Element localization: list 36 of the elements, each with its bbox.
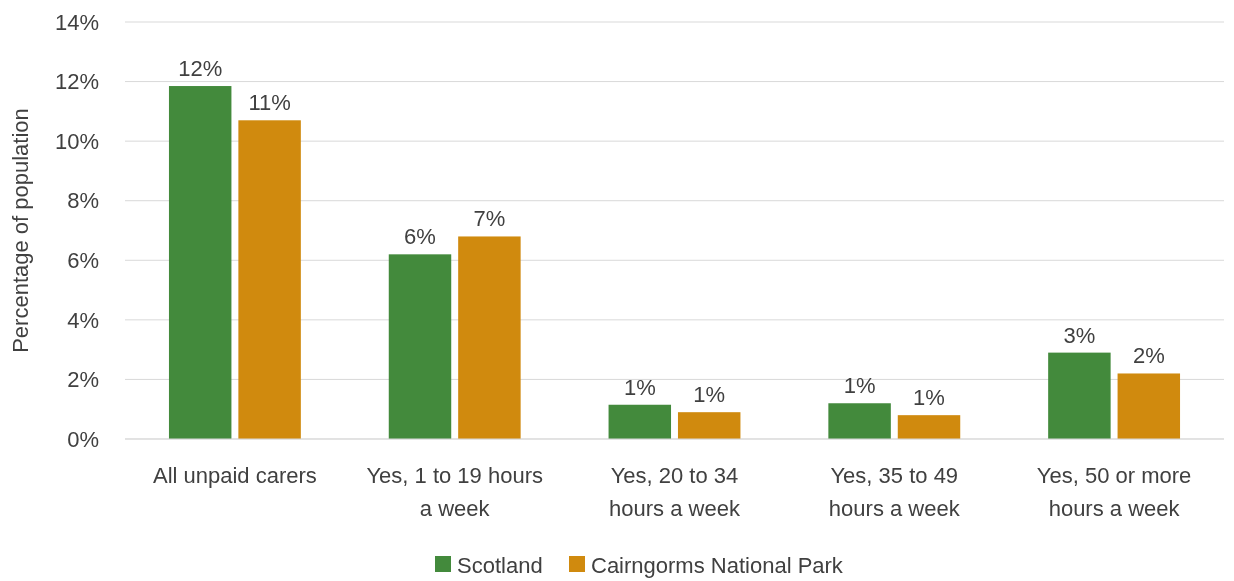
data-label: 1% (623, 374, 656, 400)
bar (458, 236, 521, 439)
bar (388, 254, 452, 439)
bar (1048, 352, 1111, 439)
data-label: 6% (404, 224, 436, 250)
bar (168, 86, 232, 439)
y-tick-label: 2% (67, 367, 99, 393)
data-label: 7% (473, 206, 506, 232)
data-label: 3% (1063, 322, 1096, 348)
y-tick-label: 4% (67, 307, 99, 333)
data-label: 1% (693, 382, 726, 408)
data-label: 2% (1132, 343, 1165, 369)
bar (897, 415, 961, 439)
legend-label: Scotland (457, 552, 543, 578)
y-tick-label: 12% (54, 69, 99, 95)
bar (238, 120, 301, 439)
y-tick-label: 8% (67, 188, 99, 214)
y-axis-title: Percentage of population (8, 108, 33, 353)
data-label: 1% (843, 373, 876, 399)
bar (608, 404, 672, 439)
data-label: 11% (248, 90, 291, 116)
x-tick-label: Yes, 35 to 49 hours a week (828, 463, 961, 521)
legend-label: Cairngorms National Park (591, 552, 844, 578)
bar (1117, 373, 1181, 439)
y-tick-label: 14% (54, 9, 99, 35)
data-label: 1% (913, 385, 945, 411)
x-tick-label: Yes, 20 to 34 hours a week (609, 463, 741, 521)
data-label: 12% (178, 56, 223, 82)
y-tick-label: 6% (67, 247, 99, 273)
x-tick-label: All unpaid carers (152, 463, 317, 488)
bar (828, 403, 891, 439)
x-tick-label: Yes, 50 or more hours a week (1036, 463, 1192, 521)
bar (677, 412, 741, 439)
y-tick-label: 10% (54, 128, 99, 154)
x-tick-label: Yes, 1 to 19 hours a week (366, 463, 543, 521)
y-tick-label: 0% (67, 426, 99, 452)
